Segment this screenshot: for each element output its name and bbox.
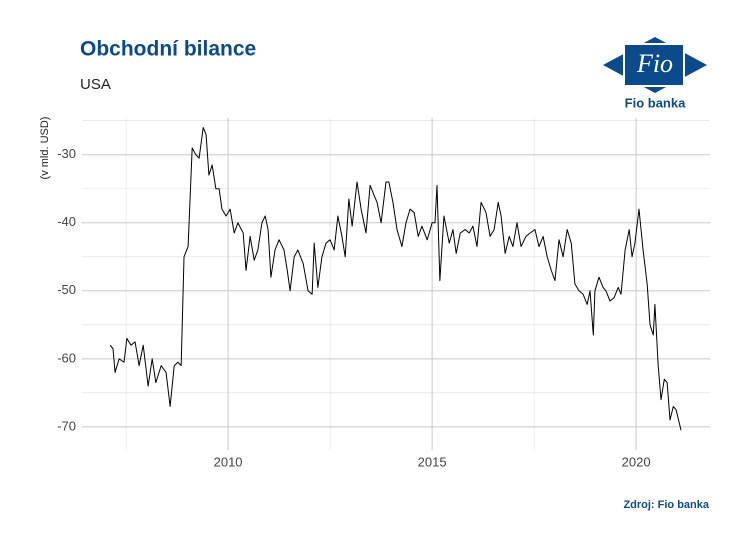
y-tick-label: -50 bbox=[57, 282, 76, 297]
y-axis-label: (v mld. USD) bbox=[39, 117, 51, 180]
logo: Fio Fio banka bbox=[603, 37, 707, 110]
chart-subtitle: USA bbox=[80, 76, 111, 93]
y-tick-label: -70 bbox=[57, 418, 76, 433]
source: Zdroj: Fio banka bbox=[623, 499, 709, 511]
chart-title: Obchodní bilance bbox=[80, 38, 256, 61]
logo-text: Fio bbox=[636, 49, 673, 78]
x-tick-label: 2020 bbox=[622, 454, 651, 469]
data-line bbox=[109, 127, 682, 431]
logo-caption: Fio banka bbox=[625, 95, 686, 110]
x-tick-label: 2010 bbox=[214, 454, 243, 469]
logo-box bbox=[623, 43, 685, 87]
y-tick-label: -60 bbox=[57, 350, 76, 365]
y-tick-label: -30 bbox=[57, 146, 76, 161]
x-tick-label: 2015 bbox=[418, 454, 447, 469]
y-tick-label: -40 bbox=[57, 214, 76, 229]
